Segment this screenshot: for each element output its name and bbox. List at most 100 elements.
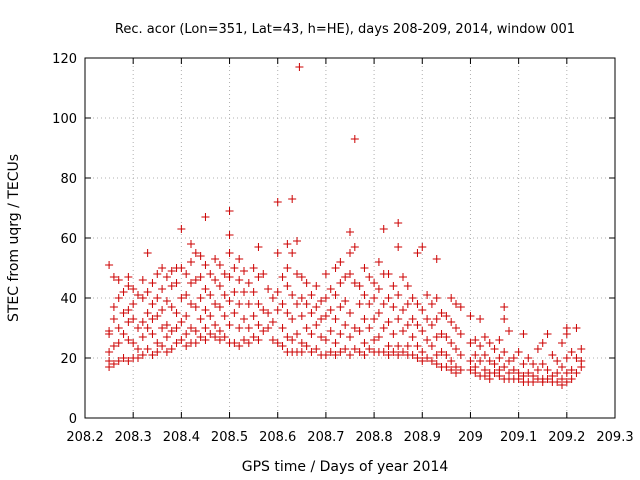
data-point [418, 327, 427, 335]
data-point [538, 378, 547, 386]
data-point [196, 273, 205, 281]
data-point [211, 276, 220, 284]
data-point [297, 294, 306, 302]
data-point [254, 336, 263, 344]
data-point [577, 363, 586, 371]
data-point [302, 342, 311, 350]
data-point [399, 306, 407, 314]
data-point [162, 297, 171, 305]
data-point [548, 351, 557, 359]
data-point [346, 309, 354, 317]
data-point [355, 282, 364, 290]
data-point [346, 270, 354, 278]
data-point [109, 273, 118, 281]
data-point [533, 366, 542, 374]
data-point [259, 270, 268, 278]
data-point [307, 330, 316, 338]
data-point [365, 345, 374, 353]
data-point [187, 258, 195, 266]
data-point [432, 351, 441, 359]
data-point [490, 360, 499, 368]
data-point [134, 345, 142, 353]
data-point [476, 315, 485, 323]
data-point [254, 243, 263, 251]
data-point [360, 264, 369, 272]
data-point [312, 345, 321, 353]
data-point [153, 312, 162, 320]
data-point [240, 336, 248, 344]
data-point [543, 330, 552, 338]
data-point [244, 324, 253, 332]
data-point [201, 261, 210, 269]
data-point [249, 333, 258, 341]
x-tick-label: 208.2 [66, 430, 103, 445]
data-point [500, 363, 509, 371]
data-point [220, 312, 229, 320]
data-point [418, 348, 427, 356]
data-point [177, 318, 186, 326]
data-point [288, 291, 297, 299]
data-point [240, 267, 248, 275]
data-point [172, 324, 181, 332]
data-point [264, 285, 273, 293]
data-point [143, 309, 152, 317]
data-point [505, 327, 513, 335]
data-point [466, 366, 475, 374]
data-point [220, 270, 229, 278]
data-point [562, 369, 571, 377]
data-point [167, 267, 176, 275]
data-point [558, 381, 566, 389]
data-point [365, 273, 374, 281]
data-point [264, 324, 273, 332]
data-point [447, 357, 456, 365]
data-point [519, 330, 528, 338]
data-point [341, 321, 350, 329]
data-point [505, 357, 513, 365]
data-point [331, 351, 340, 359]
data-point [114, 276, 123, 284]
data-point [259, 306, 268, 314]
data-point [225, 321, 234, 329]
data-point [432, 294, 441, 302]
data-point [418, 357, 427, 365]
data-point [273, 198, 282, 206]
data-point [268, 294, 277, 302]
data-point [408, 294, 417, 302]
data-point [331, 339, 340, 347]
data-point [365, 324, 374, 332]
data-point [341, 345, 350, 353]
data-point [452, 369, 460, 377]
data-point [254, 273, 263, 281]
data-point [350, 345, 359, 353]
data-point [134, 354, 142, 362]
x-tick-label: 209 [458, 430, 483, 445]
x-tick-label: 209.1 [500, 430, 537, 445]
data-point [196, 252, 205, 260]
data-point [215, 303, 224, 311]
data-point [524, 354, 533, 362]
data-point [466, 312, 475, 320]
data-point [399, 327, 407, 335]
data-point [336, 303, 345, 311]
data-point [268, 318, 277, 326]
data-point [254, 300, 263, 308]
data-point [432, 315, 441, 323]
data-point [293, 300, 301, 308]
data-point [182, 291, 191, 299]
data-point [119, 288, 128, 296]
data-point [148, 300, 157, 308]
x-tick-label: 208.5 [211, 430, 248, 445]
data-point [167, 282, 176, 290]
data-point [225, 231, 234, 239]
data-point [191, 249, 200, 257]
data-point [273, 288, 282, 296]
data-point [293, 237, 301, 245]
data-point [423, 291, 432, 299]
data-point [201, 213, 210, 221]
data-point [129, 300, 138, 308]
data-point [442, 363, 451, 371]
data-point [331, 291, 340, 299]
data-point [394, 243, 403, 251]
data-point [374, 333, 383, 341]
data-point [370, 294, 379, 302]
